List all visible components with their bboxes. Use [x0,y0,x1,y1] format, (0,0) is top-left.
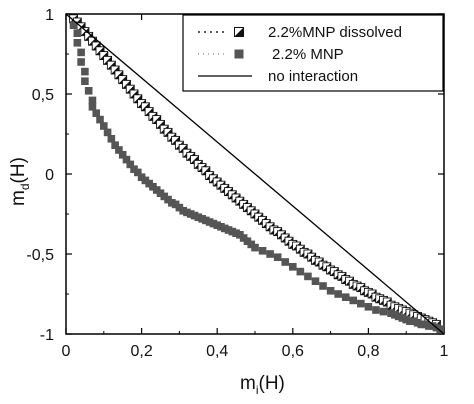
x-tick-labels: 0 0,2 0,4 0,6 0,8 1 [62,343,449,360]
legend-label-dissolved: 2.2%MNP dissolved [268,24,402,41]
y-tick-label: 0 [45,167,54,184]
y-axis-title-tail: (H) [8,157,29,183]
legend: 2.2%MNP dissolved 2.2% MNP no interactio… [182,14,444,92]
point-mnp [357,299,365,308]
y-tick-label: -0,5 [26,247,54,264]
point-mnp [319,282,327,290]
point-mnp [251,243,259,252]
y-tick-labels: 1 0,5 0 -0,5 -1 [26,7,54,344]
x-tick-label: 1 [440,343,449,360]
x-axis-title-main: m [240,373,256,394]
point-mnp [304,272,312,281]
point-mnp [364,303,373,311]
legend-box [182,14,444,92]
point-mnp [88,96,97,105]
point-mnp [379,307,388,316]
point-mnp [111,141,119,149]
point-mnp [73,39,82,47]
point-mnp [341,293,350,301]
point-mnp [77,58,85,66]
legend-label-mnp: 2.2% MNP [272,46,344,63]
x-tick-label: 0,2 [130,343,152,360]
y-tick-label: -1 [40,327,54,344]
point-mnp [349,296,358,305]
point-mnp [296,267,305,276]
point-mnp [334,290,342,298]
point-mnp [92,109,101,117]
point-mnp [266,250,274,258]
series-line-no-interaction [66,14,444,334]
point-mnp [103,128,112,137]
point-mnp [289,263,297,271]
point-mnp [81,67,89,76]
legend-entry-dissolved: 2.2%MNP dissolved [198,24,402,41]
point-mnp [311,277,320,285]
x-tick-label: 0,8 [357,343,379,360]
point-mnp [258,247,267,255]
x-axis-title: mi(H) [240,373,285,397]
point-mnp [69,21,78,29]
x-tick-label: 0 [62,343,71,360]
point-mnp [77,48,85,57]
point-mnp [118,151,127,159]
y-tick-label: 1 [45,7,54,24]
legend-entry-no-interaction: no interaction [198,68,358,85]
point-mnp [326,287,335,295]
y-axis-title: md(H) [8,157,32,206]
point-mnp [100,122,108,130]
point-mnp [73,29,82,37]
legend-marker-filled-square [234,49,244,59]
x-tick-label: 0,4 [206,343,228,360]
point-mnp [281,258,290,266]
point-mnp [372,306,380,314]
point-mnp [273,253,282,261]
point-mnp [126,160,135,169]
point-mnp [115,146,123,154]
y-axis-title-main: m [8,190,29,206]
legend-label-no-interaction: no interaction [268,68,358,85]
point-mnp [96,115,104,124]
series-layer [66,14,444,334]
point-mnp [134,168,142,177]
legend-entry-mnp: 2.2% MNP [198,46,344,63]
point-mnp [88,103,97,111]
point-mnp [107,135,116,143]
y-axis-title-sub: d [18,183,32,190]
point-mnp [81,77,89,85]
point-mnp [84,87,93,95]
legend-marker-half-filled-square [234,27,244,37]
x-axis-title-sub: i [256,383,259,397]
y-tick-label: 0,5 [32,87,54,104]
x-axis-title-tail: (H) [259,373,285,394]
x-tick-label: 0,6 [282,343,304,360]
point-mnp [122,155,131,164]
point-mnp [436,325,444,333]
